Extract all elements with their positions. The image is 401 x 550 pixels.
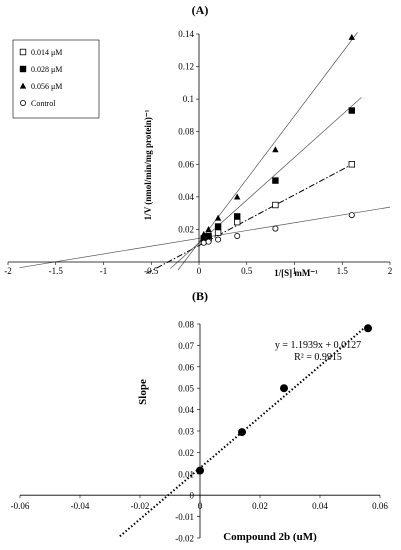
panel-b-y-tick-label: 0.08	[178, 320, 194, 330]
panel-a-y-tick-label: 0.12	[178, 62, 194, 72]
data-point	[200, 230, 207, 237]
panel-b-y-tick-label: -0.01	[175, 512, 194, 522]
fit-line-0	[146, 163, 354, 274]
panel-a-x-tick-label: -2	[4, 266, 12, 276]
panel-b-x-tick-label: 0.06	[372, 501, 388, 511]
panel-b-y-tick-label: 0.01	[178, 469, 194, 479]
panel-b-y-tick-label: -0.02	[175, 534, 194, 544]
data-point	[272, 177, 279, 184]
panel-a-y-tick-label: 0.08	[178, 127, 194, 137]
data-point	[214, 223, 222, 230]
data-point	[215, 236, 222, 243]
panel-b-x-tick-label: 0.04	[312, 501, 328, 511]
data-point	[205, 238, 212, 245]
legend-marker-3	[19, 100, 26, 107]
data-point	[205, 226, 212, 233]
panel-a-x-tick-label: 2	[388, 266, 393, 276]
legend-label-2: 0.056 μM	[31, 82, 62, 91]
data-point	[234, 193, 241, 200]
panel-b-y-tick-label: 0	[190, 491, 195, 501]
data-point	[280, 384, 288, 393]
data-point	[348, 107, 355, 114]
panel-b-x-tick-label: -0.02	[131, 501, 150, 511]
panel-b-y-tick-label: 0.07	[178, 341, 194, 351]
legend-marker-1	[19, 65, 27, 73]
panel-a: (A) -2 -1.5 -1 -0.5 0 0.5 1 1.5 2 0.02 0.04 0.06 0.0…	[4, 3, 392, 278]
data-point	[348, 161, 355, 168]
panel-a-y-tick-label: 0.04	[178, 192, 194, 202]
panel-a-x-axis-title: 1/[S] mM⁻¹	[274, 268, 318, 278]
data-point	[214, 214, 222, 221]
panel-a-x-tick-label: -0.5	[144, 266, 159, 276]
panel-a-y-tick-label: 0.02	[178, 224, 194, 234]
data-point	[348, 33, 355, 40]
legend-marker-2	[19, 82, 27, 89]
legend-label-3: Control	[31, 99, 56, 108]
legend-label-1: 0.028 μM	[31, 65, 62, 74]
data-point	[196, 466, 204, 475]
data-point	[234, 232, 241, 239]
data-point	[348, 212, 355, 219]
data-point	[272, 201, 279, 209]
panel-b-label: (B)	[192, 289, 208, 303]
panel-a-legend: 0.014 μM 0.028 μM 0.056 μM Control	[12, 39, 100, 119]
regression-equation: y = 1.1939x + 0.0127	[275, 340, 361, 351]
panel-b-x-tick-label: 0.02	[252, 501, 268, 511]
panel-a-x-tick-label: 1	[292, 266, 297, 276]
panel-a-y-tick-label: 0.14	[178, 29, 194, 39]
data-point	[272, 146, 279, 153]
panel-a-x-tick-label: 0.5	[241, 266, 253, 276]
panel-b-x-tick-label: 0	[198, 501, 203, 511]
panel-a-x-tick-label: 1.5	[337, 266, 349, 276]
panel-b-x-tick-label: -0.06	[11, 501, 30, 511]
panel-b-x-axis-title: Compound 2b (uM)	[223, 531, 317, 543]
panel-a-x-tick-label: -1	[100, 266, 108, 276]
panel-b-y-tick-label: 0.04	[178, 405, 194, 415]
legend-label-0: 0.014 μM	[31, 48, 62, 57]
panel-a-y-axis-title: 1/V (nmol/min/mg protein)⁻¹	[143, 109, 153, 220]
panel-b-y-tick-label: 0.03	[178, 427, 194, 437]
panel-b-y-axis-title: Slope	[137, 379, 149, 405]
data-point	[233, 213, 241, 220]
data-point	[233, 218, 241, 226]
panel-a-label: (A)	[192, 3, 209, 17]
panel-b-y-tick-label: 0.06	[178, 362, 194, 372]
panel-a-y-tick-label: 0.1	[183, 94, 194, 104]
data-point	[364, 324, 372, 333]
data-point	[214, 229, 222, 236]
panel-b: (B) -0.06 -0.04 -0.02 0 0.02 0.04 0.06 -0.02 -0.…	[11, 289, 389, 544]
data-point	[272, 225, 279, 232]
data-point	[205, 232, 212, 240]
legend-marker-0	[19, 48, 27, 56]
panel-b-y-tick-label: 0.05	[178, 384, 194, 394]
panel-a-x-tick-label: -1.5	[49, 266, 64, 276]
panel-a-x-tick-label: 0	[197, 266, 202, 276]
data-point	[238, 428, 246, 437]
panel-b-y-tick-label: 0.02	[178, 448, 194, 458]
data-point	[200, 239, 207, 246]
panel-a-y-tick-label: 0.06	[178, 159, 194, 169]
regression-r-squared: R² = 0.9915	[294, 352, 342, 363]
panel-b-x-tick-label: -0.04	[71, 501, 90, 511]
